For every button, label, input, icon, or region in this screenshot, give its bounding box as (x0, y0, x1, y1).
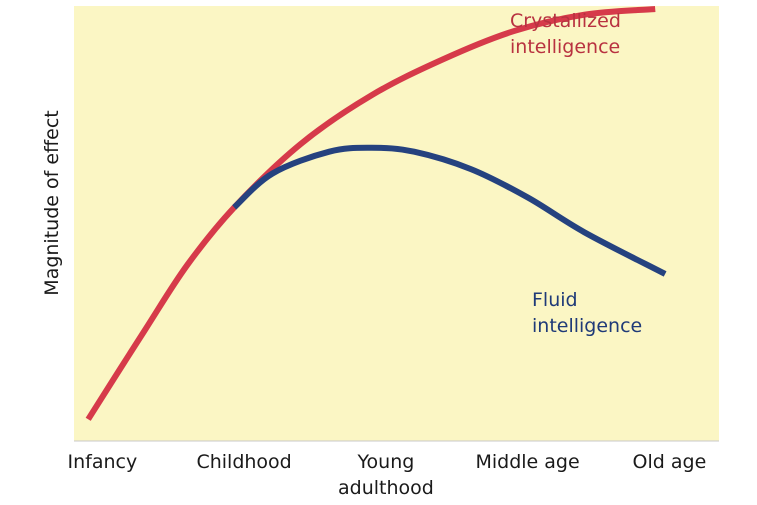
x-tick-label-childhood: Childhood (196, 451, 291, 473)
series-line-crystallized-intelligence (85, 6, 656, 421)
x-axis-ticks: Infancy Childhood Young adulthood Middle age… (68, 451, 707, 499)
series-layer (85, 6, 667, 421)
x-tick-label-old-age: Old age (633, 451, 707, 473)
x-tick-label-young-adulthood: Young adulthood (338, 451, 434, 499)
y-axis-title: Magnitude of effect (41, 110, 63, 295)
series-label-crystallized-intelligence: Crystallized intelligence (510, 10, 621, 58)
series-labels: Crystallized intelligence Fluid intelligenc… (510, 10, 642, 337)
x-tick-label-middle-age: Middle age (475, 451, 579, 473)
x-tick-label-infancy: Infancy (68, 451, 138, 473)
series-label-fluid-intelligence: Fluid intelligence (532, 289, 642, 337)
series-line-fluid-intelligence (232, 144, 667, 277)
plot-background (74, 6, 719, 441)
